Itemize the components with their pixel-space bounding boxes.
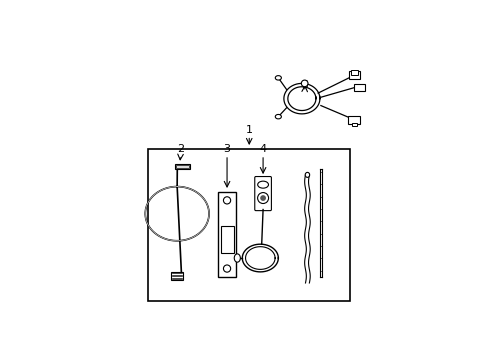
- Circle shape: [223, 197, 230, 204]
- Text: 1: 1: [245, 125, 252, 135]
- Circle shape: [223, 265, 230, 272]
- Bar: [220, 226, 233, 253]
- Ellipse shape: [275, 114, 281, 119]
- Bar: [348, 72, 359, 79]
- Bar: [348, 116, 359, 124]
- Bar: [353, 84, 364, 91]
- Bar: [175, 164, 190, 169]
- Bar: [148, 149, 350, 301]
- Text: 5: 5: [301, 80, 307, 90]
- Bar: [171, 273, 183, 280]
- Circle shape: [260, 195, 265, 201]
- Bar: [351, 123, 357, 126]
- FancyBboxPatch shape: [254, 176, 271, 211]
- Text: 3: 3: [223, 144, 230, 154]
- Ellipse shape: [234, 254, 240, 262]
- Text: 2: 2: [177, 144, 183, 154]
- Ellipse shape: [275, 76, 281, 80]
- Bar: [218, 192, 236, 278]
- Bar: [176, 165, 188, 168]
- Text: 4: 4: [259, 144, 266, 154]
- Ellipse shape: [257, 181, 268, 188]
- Circle shape: [257, 193, 268, 203]
- Bar: [350, 70, 357, 75]
- Ellipse shape: [305, 172, 309, 177]
- Circle shape: [301, 80, 307, 87]
